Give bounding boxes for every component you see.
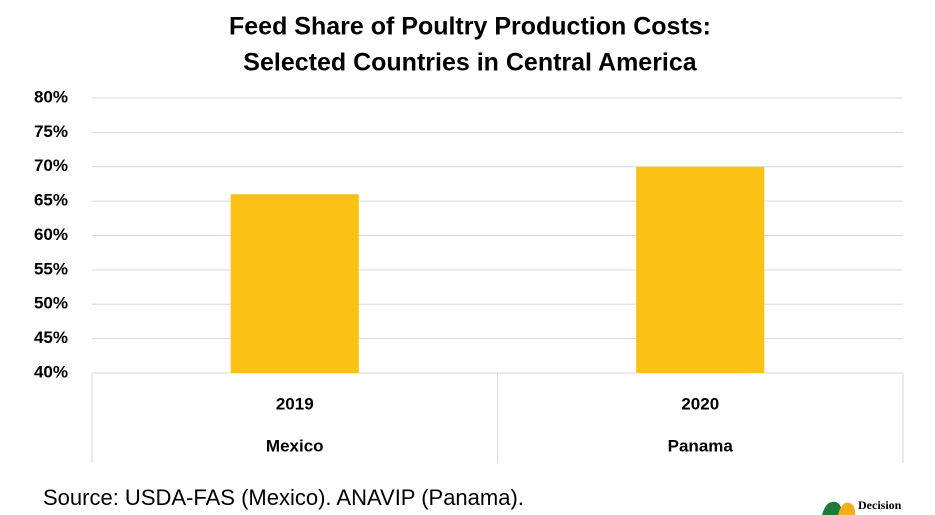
bar [230, 194, 359, 373]
x-tick-label: 2020 [681, 394, 719, 413]
y-tick-label: 60% [34, 225, 68, 244]
chart-title: Feed Share of Poultry Production Costs: [229, 13, 711, 41]
logo-icon [838, 502, 856, 515]
y-tick-label: 50% [34, 294, 68, 313]
chart-title: Selected Countries in Central America [243, 49, 697, 77]
x-group-label: Mexico [266, 436, 324, 455]
x-group-label: Panama [668, 436, 734, 455]
y-tick-label: 55% [34, 259, 68, 278]
bar [636, 166, 765, 373]
logo: Decision [822, 498, 902, 515]
source-note: Source: USDA-FAS (Mexico). ANAVIP (Panam… [43, 485, 524, 510]
y-tick-label: 45% [34, 328, 68, 347]
x-tick-label: 2019 [276, 394, 314, 413]
y-tick-label: 65% [34, 191, 68, 210]
y-tick-label: 70% [34, 156, 68, 175]
y-tick-label: 75% [34, 122, 68, 141]
logo-text: Decision [858, 498, 902, 512]
logo-icon [822, 501, 842, 515]
y-tick-label: 80% [34, 87, 68, 106]
y-tick-label: 40% [34, 362, 68, 381]
